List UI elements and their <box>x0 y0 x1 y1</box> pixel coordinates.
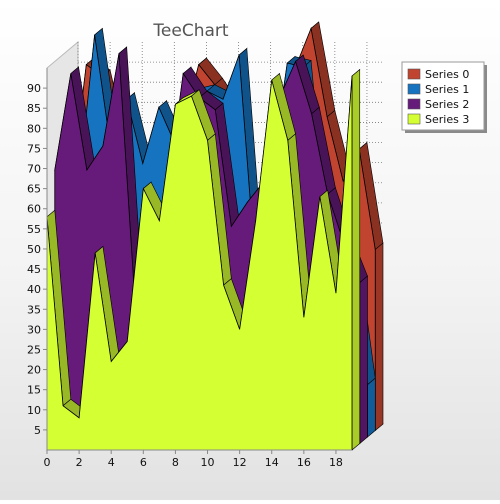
series-3-area[interactable] <box>46 76 353 451</box>
series-3-point[interactable] <box>94 252 96 254</box>
y-tick-label: 30 <box>27 323 41 336</box>
legend-label: Series 1 <box>425 83 469 96</box>
y-tick-label: 5 <box>34 424 41 437</box>
x-tick-label: 12 <box>233 456 247 469</box>
series-layer <box>46 21 384 451</box>
series-1-point[interactable] <box>238 54 240 56</box>
legend[interactable]: Series 0 Series 1 Series 2 Series 3 <box>401 61 487 133</box>
y-tick-label: 45 <box>27 263 41 276</box>
legend-item-series-0[interactable]: Series 0 <box>407 68 469 81</box>
series-1-side-face <box>367 377 376 438</box>
x-tick-label: 16 <box>297 456 311 469</box>
series-0-point[interactable] <box>374 248 376 250</box>
y-tick-label: 10 <box>27 404 41 417</box>
series-0-point[interactable] <box>326 116 328 118</box>
series-3-point[interactable] <box>287 139 289 141</box>
series-0-point[interactable] <box>85 63 87 65</box>
x-tick-label: 18 <box>329 456 343 469</box>
series-3-point[interactable] <box>78 417 80 419</box>
series-2-point[interactable] <box>230 225 232 227</box>
series-1-point[interactable] <box>222 98 224 100</box>
series-3-point[interactable] <box>62 405 64 407</box>
series-0-point[interactable] <box>197 63 199 65</box>
legend-label: Series 3 <box>425 113 469 126</box>
legend-item-series-3[interactable]: Series 3 <box>407 113 469 126</box>
series-3-point[interactable] <box>126 340 128 342</box>
series-3-point[interactable] <box>158 220 160 222</box>
y-tick-label: 40 <box>27 283 41 296</box>
x-tick-label: 14 <box>265 456 279 469</box>
series-3-point[interactable] <box>271 79 273 81</box>
series-3-point[interactable] <box>319 195 321 197</box>
y-tick-label: 20 <box>27 364 41 377</box>
series-3-point[interactable] <box>303 316 305 318</box>
series-2-point[interactable] <box>118 52 120 54</box>
series-3-point[interactable] <box>110 360 112 362</box>
y-tick-label: 60 <box>27 203 41 216</box>
y-tick-label: 80 <box>27 122 41 135</box>
x-tick-label: 2 <box>76 456 83 469</box>
legend-swatch <box>407 98 421 110</box>
series-1-point[interactable] <box>158 106 160 108</box>
y-tick-label: 85 <box>27 102 41 115</box>
y-tick-label: 55 <box>27 223 41 236</box>
series-1-point[interactable] <box>93 34 95 36</box>
y-tick-label: 50 <box>27 243 41 256</box>
series-2-point[interactable] <box>310 113 312 115</box>
legend-item-series-1[interactable]: Series 1 <box>407 83 469 96</box>
legend-label: Series 2 <box>425 98 469 111</box>
x-tick-label: 8 <box>172 456 179 469</box>
series-1-point[interactable] <box>142 162 144 164</box>
y-tick-label: 65 <box>27 183 41 196</box>
series-1-point[interactable] <box>286 62 288 64</box>
series-3 <box>46 68 361 451</box>
x-tick-label: 10 <box>201 456 215 469</box>
series-2-point[interactable] <box>70 72 72 74</box>
y-tick-label: 90 <box>27 82 41 95</box>
series-3-point[interactable] <box>190 95 192 97</box>
legend-swatch <box>407 113 421 125</box>
y-tick-label: 35 <box>27 303 41 316</box>
legend-item-series-2[interactable]: Series 2 <box>407 98 469 111</box>
series-0-side-face <box>374 242 384 432</box>
chart-title: TeeChart <box>152 21 228 41</box>
series-3-point[interactable] <box>238 328 240 330</box>
series-2-side-face <box>359 275 368 445</box>
x-tick-label: 6 <box>140 456 147 469</box>
y-tick-label: 75 <box>27 142 41 155</box>
series-2-point[interactable] <box>86 169 88 171</box>
series-3-point[interactable] <box>174 103 176 105</box>
series-2-point[interactable] <box>182 72 184 74</box>
y-tick-label: 25 <box>27 343 41 356</box>
series-3-point[interactable] <box>206 139 208 141</box>
x-tick-label: 0 <box>44 456 51 469</box>
series-3-side-face <box>351 68 361 451</box>
series-2-point[interactable] <box>214 109 216 111</box>
series-3-point[interactable] <box>351 75 353 77</box>
series-2-point[interactable] <box>246 201 248 203</box>
series-3-point[interactable] <box>254 220 256 222</box>
legend-swatch <box>407 83 421 95</box>
legend-label: Series 0 <box>425 68 469 81</box>
y-tick-label: 15 <box>27 384 41 397</box>
axis-layer: 5 10 15 20 25 30 35 40 45 50 55 60 65 70 75 80 85 90 0 2 4 6 8… <box>27 68 352 469</box>
series-2-point[interactable] <box>294 60 296 62</box>
x-tick-label: 4 <box>108 456 115 469</box>
legend-swatch <box>407 68 421 80</box>
series-2-point[interactable] <box>102 145 104 147</box>
series-3-point[interactable] <box>335 292 337 294</box>
series-0-point[interactable] <box>310 27 312 29</box>
series-3-point[interactable] <box>222 284 224 286</box>
series-3-point[interactable] <box>142 187 144 189</box>
series-2-point[interactable] <box>54 169 56 171</box>
y-tick-label: 70 <box>27 163 41 176</box>
